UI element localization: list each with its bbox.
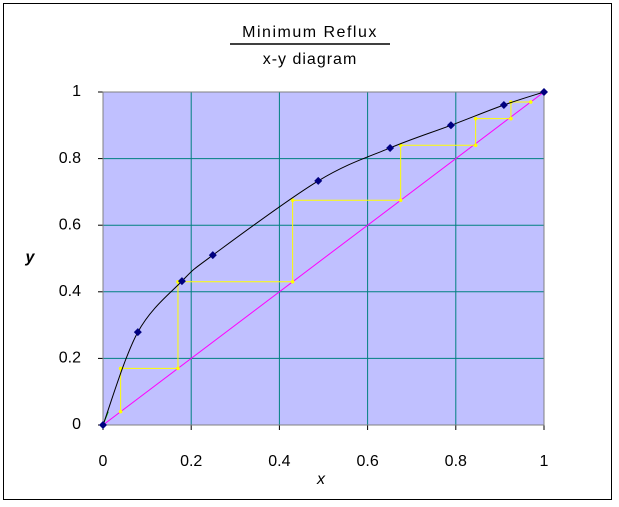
x-tick-label: 0.8	[445, 453, 467, 470]
x-tick-label: 0.4	[268, 453, 290, 470]
point	[446, 121, 455, 130]
x-tick-label: 0.2	[180, 453, 202, 470]
chart-subtitle: x-y diagram	[263, 51, 358, 68]
series-line	[102, 91, 545, 426]
y-tick-label: 0.2	[59, 350, 81, 367]
point	[540, 88, 548, 96]
point	[386, 143, 395, 152]
point	[528, 100, 533, 104]
x-tick-label: 0.6	[356, 453, 378, 470]
y-tick-label: 1	[72, 83, 81, 100]
x-axis-label: x	[316, 471, 326, 488]
point	[99, 421, 107, 429]
point	[290, 280, 295, 284]
x-tick-label: 1	[540, 453, 549, 470]
point	[473, 116, 478, 121]
point	[499, 100, 508, 109]
point	[509, 116, 513, 121]
point	[177, 277, 186, 286]
chart-title: Minimum Reflux	[242, 24, 378, 41]
point	[118, 409, 123, 414]
point	[118, 366, 123, 371]
point	[398, 198, 403, 203]
point	[133, 328, 142, 337]
point	[473, 143, 478, 148]
point	[208, 251, 217, 260]
y-tick-label: 0.4	[59, 283, 81, 300]
series-line	[102, 91, 545, 426]
point	[314, 176, 323, 185]
y-tick-label: 0.6	[59, 216, 81, 233]
y-tick-label: 0	[72, 416, 81, 433]
y-tick-label: 0.8	[59, 150, 81, 167]
y-axis-label: y	[25, 249, 36, 266]
x-tick-label: 0	[99, 453, 108, 470]
point	[290, 198, 295, 203]
point	[176, 366, 180, 371]
plot-frame	[102, 91, 545, 426]
